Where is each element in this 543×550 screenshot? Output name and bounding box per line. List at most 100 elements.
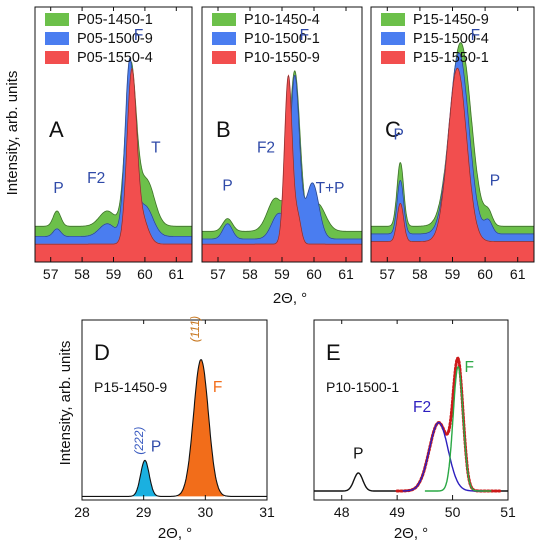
x-tick-label-C-4: 61 [510, 266, 526, 282]
x-tick-label-A-1: 58 [74, 266, 90, 282]
peak-annotation-A-3: F [134, 27, 143, 44]
panel-label-A: A [49, 117, 64, 142]
peak-annotation-E-1: P [353, 446, 363, 463]
peak-annotation-A-4: T [151, 139, 161, 156]
panel-label-B: B [216, 117, 231, 142]
y-axis-label-bottom: Intensity, arb. units [57, 341, 74, 466]
x-axis-label-top: 2Θ, ° [273, 290, 307, 307]
plot-area-C [371, 42, 534, 262]
sample-label-E: P10-1500-1 [326, 379, 399, 395]
legend-label-C-3: P15-1550-1 [413, 50, 489, 66]
peak-annotation-B-3: F [300, 27, 309, 44]
panel-E: 48 49 50 51 E P10-1500-1 P F2 F [313, 319, 516, 520]
peak-annotation-C-1: P [394, 127, 404, 144]
x-tick-label-B-2: 59 [274, 266, 290, 282]
peak-annotation-A-1: P [53, 180, 63, 197]
panel-B: P10-1450-4 P10-1500-1 P10-1550-9 57 58 59 60 61… [201, 6, 363, 282]
panel-label-E: E [326, 340, 341, 365]
x-tick-label-D-3: 31 [259, 504, 275, 520]
plot-area-D [82, 358, 267, 497]
peak-annotation-B-1: P [222, 178, 232, 195]
x-tick-label-A-2: 59 [106, 266, 122, 282]
x-tick-label-E-2: 50 [445, 504, 461, 520]
fit-curve-E-3 [402, 421, 484, 492]
legend-swatch-C-2 [381, 32, 405, 45]
x-tick-label-E-1: 49 [389, 504, 405, 520]
legend-swatch-B-2 [212, 32, 236, 45]
series-edge-B-3 [202, 74, 362, 245]
x-axis-label-bottom-left: 2Θ, ° [158, 525, 192, 542]
series-line-A-2 [35, 57, 192, 237]
peak-annotation-E-3: F [464, 359, 473, 376]
x-tick-label-D-0: 28 [74, 504, 90, 520]
legend-swatch-C-1 [381, 13, 405, 26]
x-tick-label-C-2: 59 [445, 266, 461, 282]
legend-swatch-A-3 [45, 51, 69, 64]
panel-label-D: D [94, 340, 110, 365]
peak-annotation-D-2: P [151, 438, 161, 455]
legend-swatch-B-1 [212, 13, 236, 26]
legend-swatch-C-3 [381, 51, 405, 64]
x-tick-label-B-1: 58 [242, 266, 258, 282]
legend-swatch-A-2 [45, 32, 69, 45]
peak-fill-D-1 [132, 460, 158, 497]
x-tick-label-B-3: 60 [306, 266, 322, 282]
x-tick-label-C-0: 57 [380, 266, 396, 282]
plot-frame-E [313, 319, 509, 501]
series-edge-A-3 [35, 68, 192, 245]
plot-area-A [35, 57, 192, 262]
x-tick-label-A-0: 57 [43, 266, 59, 282]
legend-label-C-2: P15-1500-4 [413, 31, 489, 47]
peak-annotation-A-2: F2 [87, 170, 105, 187]
legend-label-B-1: P10-1450-4 [244, 12, 320, 28]
panel-D: 28 29 30 31 D P15-1450-9 (222) P (111) F [74, 316, 275, 520]
legend-label-A-2: P05-1500-9 [77, 31, 153, 47]
peak-annotation-D-1: (222) [132, 427, 146, 455]
series-area-C-3 [371, 68, 534, 262]
series-area-B-1 [202, 71, 362, 262]
series-edge-C-3 [371, 67, 534, 242]
peak-annotation-E-2: F2 [413, 399, 431, 416]
series-edge-A-2 [35, 57, 192, 237]
legend-label-A-1: P05-1450-1 [77, 12, 153, 28]
peak-annotation-D-4: F [213, 379, 222, 396]
peak-annotation-C-3: P [490, 173, 500, 190]
x-tick-label-B-0: 57 [210, 266, 226, 282]
pattern-line-D [82, 358, 267, 497]
x-tick-label-E-3: 51 [500, 504, 516, 520]
fit-curve-E-4 [424, 365, 492, 492]
sample-label-D: P15-1450-9 [94, 379, 167, 395]
legend-label-C-1: P15-1450-9 [413, 12, 489, 28]
y-axis-label-top: Intensity, arb. units [4, 71, 21, 196]
panel-A: P05-1450-1 P05-1500-9 P05-1550-4 57 58 59 60 61… [34, 6, 193, 282]
x-tick-label-A-3: 60 [137, 266, 153, 282]
series-edge-A-1 [35, 61, 192, 227]
peak-annotation-D-3: (111) [188, 316, 202, 342]
panel-label-C: C [385, 117, 401, 142]
legend-swatch-B-3 [212, 51, 236, 64]
peak-annotation-C-2: F [471, 27, 480, 44]
panel-C: P15-1450-9 P15-1500-4 P15-1550-1 57 58 59 60 61… [370, 6, 535, 282]
peak-annotation-B-2: F2 [257, 139, 275, 156]
series-area-A-1 [35, 61, 192, 262]
legend-label-B-2: P10-1500-1 [244, 31, 320, 47]
x-tick-label-E-0: 48 [334, 504, 350, 520]
x-tick-label-C-3: 60 [477, 266, 493, 282]
plot-frame-D [81, 319, 268, 501]
plot-area-B [202, 70, 362, 262]
legend-label-B-3: P10-1550-9 [244, 50, 320, 66]
series-area-B-3 [202, 75, 362, 262]
plot-area-E [314, 356, 508, 493]
x-tick-label-D-1: 29 [136, 504, 152, 520]
x-tick-label-A-4: 61 [169, 266, 185, 282]
x-tick-label-D-2: 30 [198, 504, 214, 520]
legend-label-A-3: P05-1550-4 [77, 50, 153, 66]
peak-annotation-B-4: T+P [316, 180, 345, 197]
x-tick-label-C-1: 58 [412, 266, 428, 282]
legend-swatch-A-1 [45, 13, 69, 26]
series-line-A-1 [35, 60, 192, 227]
series-area-A-2 [35, 58, 192, 262]
x-axis-label-bottom-right: 2Θ, ° [394, 525, 428, 542]
x-tick-label-B-4: 61 [338, 266, 354, 282]
